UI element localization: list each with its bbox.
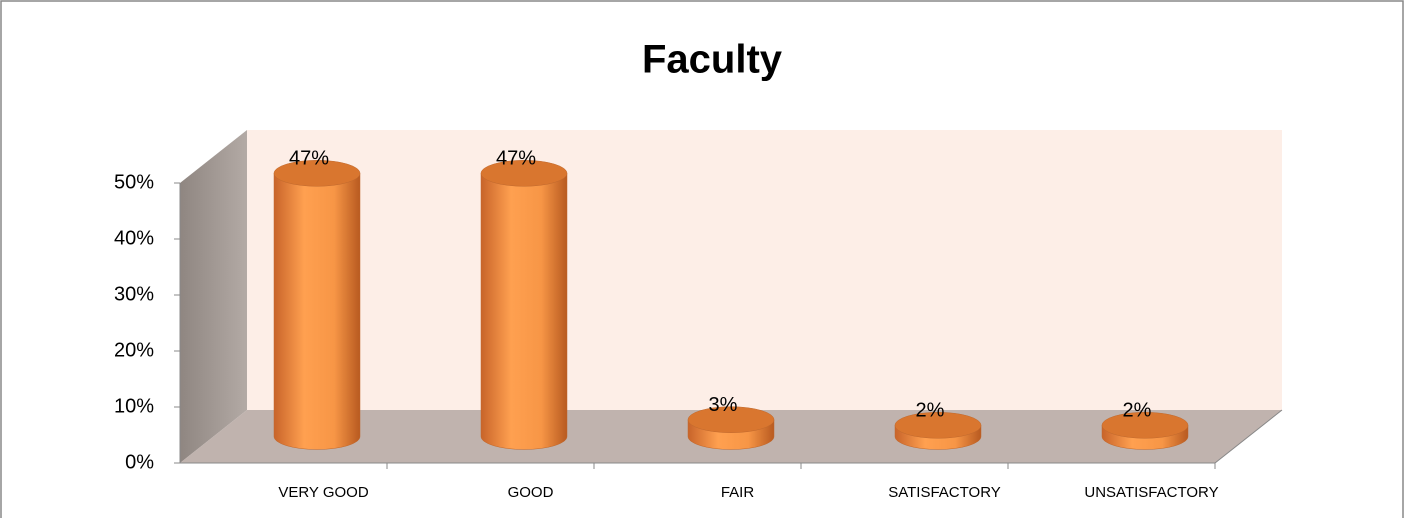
bar [480, 160, 568, 450]
bar-part [273, 160, 361, 187]
value-label: 3% [709, 394, 738, 416]
bar [687, 406, 775, 450]
axis-line [179, 183, 1283, 464]
y-tick-label: 30% [114, 283, 154, 305]
bar [894, 412, 982, 450]
value-label: 47% [289, 148, 329, 170]
x-tick-label: UNSATISFACTORY [1084, 484, 1218, 501]
y-tick-label: 50% [114, 171, 154, 193]
y-tick-label: 0% [125, 451, 154, 473]
y-tick-label: 20% [114, 339, 154, 361]
bar-part [687, 406, 775, 433]
bar-part [894, 412, 982, 439]
bar-part [480, 160, 568, 187]
value-label: 2% [1123, 400, 1152, 422]
x-tick-label: FAIR [721, 484, 755, 501]
y-tick-label: 10% [114, 395, 154, 417]
y-tick-label: 40% [114, 227, 154, 249]
bar-part [273, 173, 361, 450]
x-tick-label: SATISFACTORY [888, 484, 1001, 501]
x-tick-label: VERY GOOD [278, 484, 368, 501]
value-label: 2% [916, 400, 945, 422]
bar [1101, 412, 1189, 450]
value-label: 47% [496, 148, 536, 170]
bar [273, 160, 361, 450]
chart-title: Faculty [642, 38, 783, 82]
bar-part [1101, 412, 1189, 439]
side-wall [180, 130, 247, 463]
x-tick-label: GOOD [508, 484, 554, 501]
back-wall [247, 130, 1282, 410]
bar-part [480, 173, 568, 450]
